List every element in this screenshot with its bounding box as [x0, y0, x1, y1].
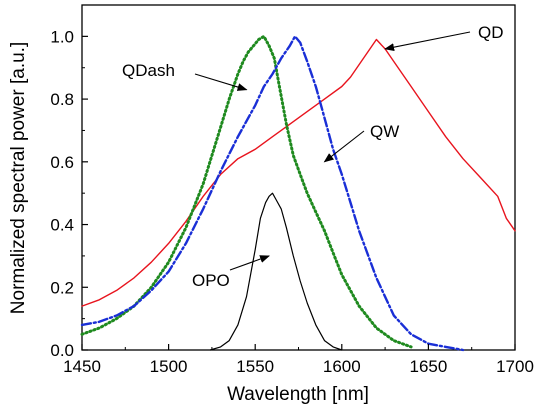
x-tick-label: 1600	[323, 357, 361, 376]
series-qw-line	[80, 35, 465, 352]
y-axis-title: Normalized spectral power [a.u.]	[8, 42, 29, 314]
y-tick-label: 0.0	[50, 341, 74, 360]
series-qd-line	[81, 38, 516, 307]
annotation-arrow-opo	[229, 255, 270, 271]
y-tick-label: 0.6	[50, 153, 74, 172]
x-tick-label: 1450	[63, 357, 101, 376]
x-tick-label: 1550	[236, 357, 274, 376]
y-tick-label: 0.8	[50, 90, 74, 109]
annotation-label-opo: OPO	[192, 271, 230, 290]
y-tick-label: 0.2	[50, 278, 74, 297]
annotation-arrow-qw	[323, 130, 365, 163]
x-tick-label: 1700	[496, 357, 534, 376]
annotation-arrow-qd	[384, 31, 471, 52]
axes-layer: 1450 1500 1550 1600 1650 1700 0.0 0.2 0.4 0.6 0.8 1…	[50, 4, 534, 376]
annotations-layer: QD QDash QW OPO	[122, 23, 504, 290]
annotation-label-qw: QW	[370, 122, 399, 141]
series-layer	[80, 34, 516, 352]
y-tick-label: 1.0	[50, 27, 74, 46]
plot-frame	[81, 4, 516, 351]
annotation-label-qd: QD	[478, 23, 504, 42]
x-tick-label: 1500	[150, 357, 188, 376]
series-qdash-line	[80, 34, 413, 349]
x-tick-label: 1650	[409, 357, 447, 376]
annotation-arrow-qdash	[194, 73, 248, 91]
y-tick-label: 0.4	[50, 216, 74, 235]
plot-area	[80, 4, 516, 352]
x-axis-title: Wavelength [nm]	[227, 384, 369, 405]
series-opo-line	[209, 192, 343, 351]
annotation-label-qdash: QDash	[122, 61, 175, 80]
